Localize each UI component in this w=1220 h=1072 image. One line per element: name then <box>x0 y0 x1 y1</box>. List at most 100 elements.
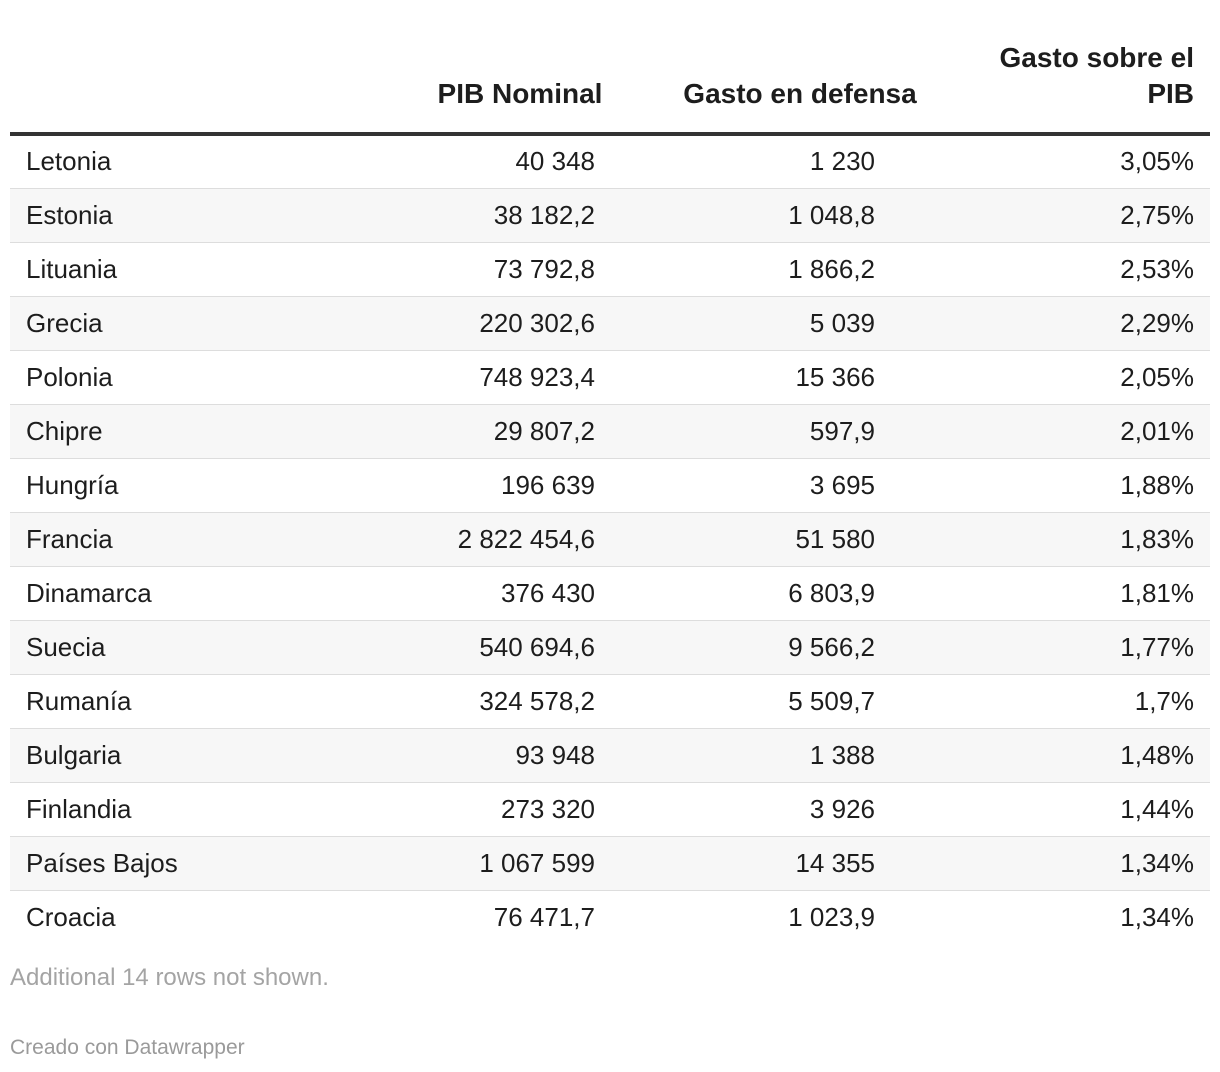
cell-gasto-defensa-container: 15 366 <box>650 350 950 405</box>
cell-gasto-pib: 1,88% <box>950 458 1210 513</box>
cell-country: Grecia <box>10 296 390 351</box>
cell-country: Estonia <box>10 188 390 243</box>
data-table: PIB Nominal Gasto en defensa Gasto sobre… <box>10 0 1210 944</box>
cell-pib-nominal: 93 948 <box>515 739 595 770</box>
cell-pib-nominal-container: 73 792,8 <box>390 242 650 297</box>
cell-pib-nominal: 2 822 454,6 <box>457 523 595 554</box>
cell-pib-nominal: 73 792,8 <box>493 253 595 284</box>
cell-gasto-defensa-container: 51 580 <box>650 512 950 567</box>
cell-pib-nominal: 220 302,6 <box>479 307 595 338</box>
cell-pib-nominal: 76 471,7 <box>493 901 595 932</box>
cell-gasto-pib: 3,05% <box>950 134 1210 189</box>
cell-gasto-defensa-container: 5 039 <box>650 296 950 351</box>
cell-country: Hungría <box>10 458 390 513</box>
cell-pib-nominal: 1 067 599 <box>479 847 595 878</box>
cell-gasto-defensa-container: 6 803,9 <box>650 566 950 621</box>
cell-gasto-pib: 1,83% <box>950 512 1210 567</box>
cell-gasto-defensa: 1 023,9 <box>788 901 875 932</box>
cell-country: Bulgaria <box>10 728 390 783</box>
cell-pib-nominal-container: 540 694,6 <box>390 620 650 675</box>
cell-pib-nominal: 196 639 <box>501 469 595 500</box>
cell-gasto-defensa-container: 3 926 <box>650 782 950 837</box>
table-row: Polonia 748 923,4 15 366 2,05% <box>10 350 1210 405</box>
cell-gasto-pib: 2,05% <box>950 350 1210 405</box>
cell-pib-nominal: 29 807,2 <box>493 415 595 446</box>
cell-pib-nominal-container: 1 067 599 <box>390 836 650 891</box>
cell-gasto-defensa-container: 9 566,2 <box>650 620 950 675</box>
cell-pib-nominal: 540 694,6 <box>479 631 595 662</box>
cell-country: Chipre <box>10 404 390 459</box>
cell-gasto-defensa-container: 1 023,9 <box>650 890 950 944</box>
cell-country: Finlandia <box>10 782 390 837</box>
cell-country: Letonia <box>10 134 390 189</box>
cell-pib-nominal-container: 376 430 <box>390 566 650 621</box>
cell-gasto-pib: 1,77% <box>950 620 1210 675</box>
table-header: PIB Nominal Gasto en defensa Gasto sobre… <box>10 0 1210 136</box>
cell-gasto-pib: 2,01% <box>950 404 1210 459</box>
cell-gasto-defensa-container: 597,9 <box>650 404 950 459</box>
cell-pib-nominal: 324 578,2 <box>479 685 595 716</box>
table-body: Letonia 40 348 1 230 3,05% Estonia 38 182,2 1 … <box>10 134 1210 944</box>
cell-gasto-defensa: 1 048,8 <box>788 199 875 230</box>
cell-gasto-defensa: 9 566,2 <box>788 631 875 662</box>
table-row: Chipre 29 807,2 597,9 2,01% <box>10 404 1210 459</box>
cell-gasto-defensa: 3 926 <box>809 793 875 824</box>
table-row: Francia 2 822 454,6 51 580 1,83% <box>10 512 1210 567</box>
cell-pib-nominal-container: 196 639 <box>390 458 650 513</box>
table-row: Hungría 196 639 3 695 1,88% <box>10 458 1210 513</box>
cell-gasto-defensa: 51 580 <box>795 523 875 554</box>
header-country[interactable] <box>10 0 390 136</box>
cell-country: Croacia <box>26 901 116 932</box>
cell-country: Polonia <box>10 350 390 405</box>
table-row: Finlandia 273 320 3 926 1,44% <box>10 782 1210 837</box>
cell-gasto-defensa-container: 1 388 <box>650 728 950 783</box>
table-row: Lituania 73 792,8 1 866,2 2,53% <box>10 242 1210 297</box>
cell-gasto-pib: 1,44% <box>950 782 1210 837</box>
table-row: Dinamarca 376 430 6 803,9 1,81% <box>10 566 1210 621</box>
cell-pib-nominal-container: 273 320 <box>390 782 650 837</box>
cell-country: Suecia <box>10 620 390 675</box>
cell-gasto-pib: 1,7% <box>950 674 1210 729</box>
cell-gasto-defensa: 15 366 <box>795 361 875 392</box>
cell-gasto-defensa: 1 866,2 <box>788 253 875 284</box>
cell-country: Países Bajos <box>10 836 390 891</box>
cell-pib-nominal: 38 182,2 <box>493 199 595 230</box>
cell-gasto-defensa: 5 039 <box>809 307 875 338</box>
cell-country: Rumanía <box>10 674 390 729</box>
cell-gasto-pib: 1,81% <box>950 566 1210 621</box>
table-row: Letonia 40 348 1 230 3,05% <box>10 134 1210 189</box>
cell-pib-nominal-container: 324 578,2 <box>390 674 650 729</box>
cell-pib-nominal-container: 748 923,4 <box>390 350 650 405</box>
cell-pib-nominal-container: 29 807,2 <box>390 404 650 459</box>
cell-country: Francia <box>10 512 390 567</box>
cell-gasto-pib: 2,53% <box>950 242 1210 297</box>
cell-gasto-defensa-container: 5 509,7 <box>650 674 950 729</box>
cell-pib-nominal: 748 923,4 <box>479 361 595 392</box>
cell-pib-nominal-container: 40 348 <box>390 134 650 189</box>
cell-country: Lituania <box>10 242 390 297</box>
data-table-container: PIB Nominal Gasto en defensa Gasto sobre… <box>10 0 1210 944</box>
cell-pib-nominal-container: 2 822 454,6 <box>390 512 650 567</box>
cell-gasto-defensa: 14 355 <box>795 847 875 878</box>
header-row: PIB Nominal Gasto en defensa Gasto sobre… <box>10 0 1210 136</box>
cell-gasto-defensa-container: 1 866,2 <box>650 242 950 297</box>
table-notes: Additional 14 rows not shown. <box>10 964 329 991</box>
cell-gasto-defensa-container: 1 048,8 <box>650 188 950 243</box>
cell-gasto-defensa: 597,9 <box>809 415 875 446</box>
header-gasto-pib[interactable]: Gasto sobre el PIB <box>950 0 1210 136</box>
cell-pib-nominal-container: 38 182,2 <box>390 188 650 243</box>
header-gasto-defensa[interactable]: Gasto en defensa <box>650 0 950 136</box>
cell-gasto-defensa: 6 803,9 <box>788 577 875 608</box>
cell-gasto-defensa-container: 3 695 <box>650 458 950 513</box>
table-row: Estonia 38 182,2 1 048,8 2,75% <box>10 188 1210 243</box>
cell-pib-nominal-container: 93 948 <box>390 728 650 783</box>
cell-gasto-pib: 1,34% <box>950 836 1210 891</box>
cell-pib-nominal: 40 348 <box>515 146 595 177</box>
cell-gasto-defensa: 5 509,7 <box>788 685 875 716</box>
header-pib-nominal[interactable]: PIB Nominal <box>390 0 650 136</box>
table-row: Rumanía 324 578,2 5 509,7 1,7% <box>10 674 1210 729</box>
table-row: Suecia 540 694,6 9 566,2 1,77% <box>10 620 1210 675</box>
cell-gasto-pib: 1,48% <box>950 728 1210 783</box>
table-row: Grecia 220 302,6 5 039 2,29% <box>10 296 1210 351</box>
cell-country: Dinamarca <box>10 566 390 621</box>
